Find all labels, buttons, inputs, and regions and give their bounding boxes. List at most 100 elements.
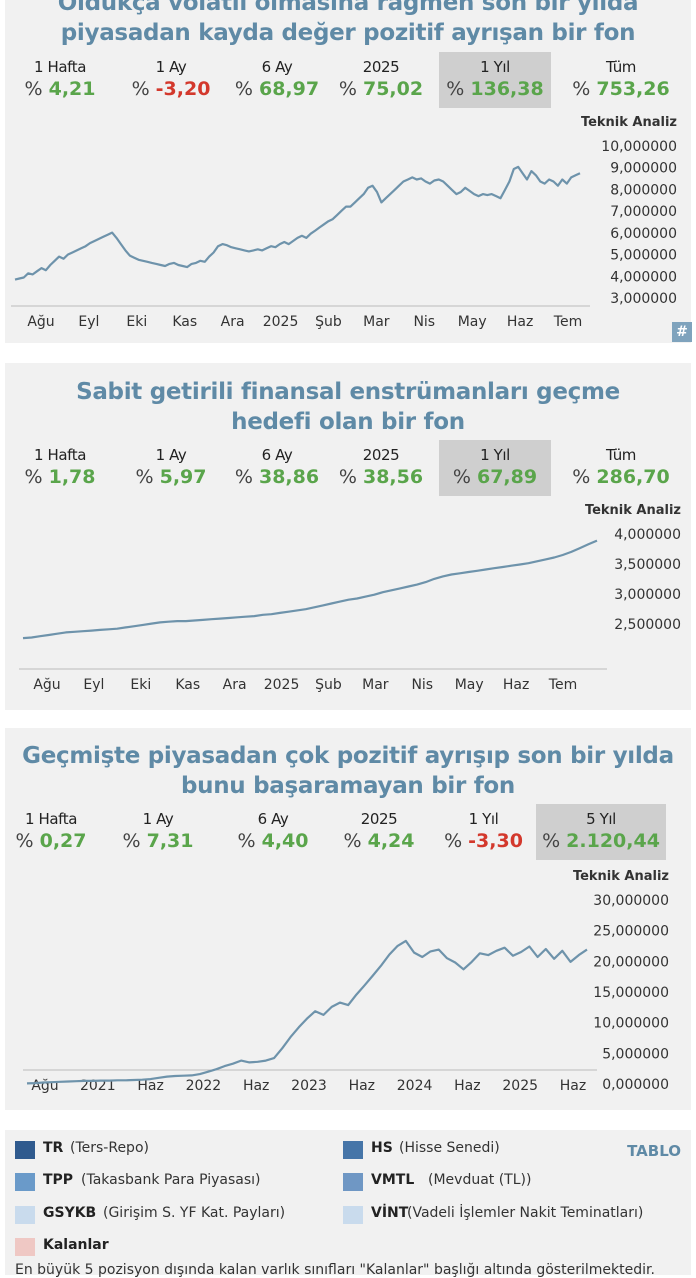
legend-swatch [343,1141,363,1159]
legend-swatch [343,1173,363,1191]
legend-code: TPP [43,1172,74,1188]
percent-sign: % [444,830,469,852]
price-line-chart: Teknik Analiz 30,000000 25,000000 20,000000… [23,869,669,1094]
legend-desc: (Hisse Senedi) [399,1140,500,1156]
return-stats: 1 Hafta% 1,78 1 Ay% 5,97 6 Ay% 38,86 2025% … [5,440,691,496]
x-tick-label: Ara [223,677,247,693]
legend-note: En büyük 5 pozisyon dışında kalan varlık… [15,1262,655,1278]
stat-value: % 67,89 [439,466,551,488]
axis-title: Teknik Analiz [585,503,681,518]
panel-title: Sabit getirili finansal enstrümanları ge… [5,377,691,437]
percent-sign: % [24,78,49,100]
x-tick-label: Haz [454,1078,480,1094]
stat-number: 67,89 [476,466,538,488]
stat-label: 1 Hafta [33,446,87,464]
stat-5: Tüm% 286,70 [551,440,691,496]
stat-number: 4,24 [367,830,415,852]
y-tick-label: 15,000000 [593,985,669,1001]
y-tick-label: 30,000000 [593,893,669,909]
stat-label: 2025 [362,446,400,464]
price-line-chart: Teknik Analiz 10,000000 9,000000 8,000000 7,… [11,115,677,330]
x-tick-label: Ağu [27,314,54,330]
x-tick-label: Şub [315,677,342,693]
asset-class-legend: TABLO TR (Ters-Repo) HS (Hisse Senedi) T… [5,1130,691,1278]
fund-panel-1: Oldukça volatil olmasına rağmen son bir … [5,0,692,343]
axis-title: Teknik Analiz [573,869,669,884]
hash-badge-icon: # [672,322,692,342]
stat-3: 2025% 4,24 [327,804,431,860]
stat-5: Tüm% 753,26 [551,52,691,108]
legend-desc: (Girişim S. YF Kat. Payları) [103,1205,286,1221]
stat-label: 6 Ay [261,446,293,464]
y-tick-label: 10,000000 [601,139,677,155]
fund-panel-3: Geçmişte piyasadan çok pozitif ayrışıp s… [5,728,691,1110]
stat-label: 1 Hafta [33,58,87,76]
stat-number: 38,86 [258,466,320,488]
y-tick-label: 4,000000 [610,269,677,285]
stat-value: % 38,56 [327,466,435,488]
stat-3: 2025% 75,02 [327,52,435,108]
stat-label: 1 Yıl [468,810,499,828]
percent-sign: % [237,830,262,852]
series-line [14,165,581,281]
stat-0: 1 Hafta% 4,21 [5,52,115,108]
legend-code: TR [43,1140,64,1156]
stat-0: 1 Hafta% 1,78 [5,440,115,496]
x-tick-label: Mar [363,314,390,330]
stat-value: % 4,24 [327,830,431,852]
stat-value: % -3,30 [431,830,536,852]
percent-sign: % [572,78,597,100]
stat-number: 136,38 [470,78,544,100]
percent-sign: % [542,830,567,852]
x-tick-label: Kas [172,314,197,330]
stat-value: % 753,26 [551,78,691,100]
x-tick-label: May [455,677,484,693]
stat-value: % 68,97 [227,78,327,100]
x-tick-label: Haz [137,1078,163,1094]
legend-code: GSYKB [43,1205,97,1221]
return-stats: 1 Hafta% 4,21 1 Ay% -3,20 6 Ay% 68,97 2025%… [5,52,691,108]
x-tick-label: Nis [411,677,433,693]
y-tick-label: 9,000000 [610,161,677,177]
y-tick-label: 5,000000 [610,248,677,264]
stat-number: 38,56 [362,466,424,488]
panel-title: Geçmişte piyasadan çok pozitif ayrışıp s… [5,741,691,801]
legend-desc: (Takasbank Para Piyasası) [81,1172,261,1188]
return-stats: 1 Hafta% 0,27 1 Ay% 7,31 6 Ay% 4,40 2025% 4… [5,804,691,860]
stat-value: % -3,20 [115,78,227,100]
series-line [22,539,598,640]
legend-desc: (Ters-Repo) [70,1140,149,1156]
stat-label: 1 Hafta [24,810,78,828]
legend-code: HS [371,1140,393,1156]
x-tick-label: 2024 [397,1078,433,1094]
stat-number: 75,02 [362,78,424,100]
y-tick-label: 3,500000 [614,557,681,573]
stat-4: 1 Yıl% 136,38 [439,52,551,108]
stat-value: % 7,31 [97,830,219,852]
x-tick-label: Tem [548,677,577,693]
panel-title: Oldukça volatil olmasına rağmen son bir … [5,0,691,48]
stat-number: -3,20 [155,78,211,100]
stat-label: 6 Ay [257,810,289,828]
axis-title: Teknik Analiz [581,115,677,130]
stat-3: 2025 % 38,56 [327,440,435,496]
y-tick-label: 20,000000 [593,954,669,970]
x-tick-label: 2023 [291,1078,327,1094]
legend-swatch [15,1173,35,1191]
stat-label: 1 Yıl [480,58,510,76]
stat-number: 0,27 [39,830,87,852]
stat-label: Tüm [605,446,637,464]
title-line-2: hedefi olan bir fon [231,409,465,435]
x-tick-label: Haz [349,1078,375,1094]
y-tick-label: 4,000000 [614,527,681,543]
x-tick-label: 2025 [263,314,299,330]
stat-number: 5,97 [159,466,207,488]
price-line-chart: Teknik Analiz 4,000000 3,500000 3,000000 2,5… [19,503,681,693]
stat-1: 1 Ay% -3,20 [115,52,227,108]
stat-label: 1 Ay [155,446,187,464]
stat-value: % 2.120,44 [536,830,666,852]
fund-panel-2: Sabit getirili finansal enstrümanları ge… [5,363,691,710]
y-tick-label: 10,000000 [593,1016,669,1032]
tablo-tag: TABLO [627,1142,681,1160]
legend-code: VMTL [371,1172,415,1188]
